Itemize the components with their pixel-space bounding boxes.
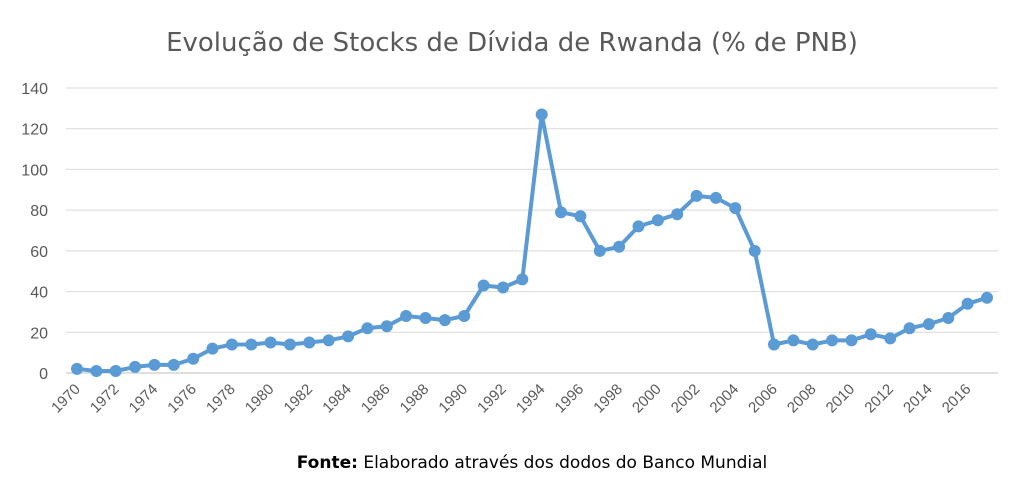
data-point	[264, 336, 277, 349]
x-tick-label: 2006	[745, 381, 781, 417]
y-tick-label: 0	[39, 366, 48, 383]
data-point	[245, 338, 258, 351]
data-point	[884, 332, 897, 345]
data-point	[961, 297, 974, 310]
x-tick-label: 2008	[784, 381, 820, 417]
data-point	[187, 352, 200, 365]
data-point	[225, 338, 238, 351]
data-point	[206, 342, 219, 355]
data-point	[71, 362, 83, 375]
data-point	[303, 336, 316, 349]
y-tick-label: 60	[30, 244, 48, 261]
x-tick-label: 1974	[126, 381, 162, 417]
x-tick-label: 2016	[939, 381, 975, 417]
x-tick-label: 1996	[552, 381, 588, 417]
x-tick-label: 2014	[900, 381, 936, 417]
data-point	[167, 358, 180, 371]
x-tick-label: 1970	[48, 381, 84, 417]
data-point	[651, 214, 664, 227]
data-point	[458, 310, 471, 322]
data-point	[632, 220, 645, 233]
data-point	[90, 365, 103, 377]
data-point	[438, 314, 451, 327]
source-label: Fonte:	[297, 453, 358, 473]
y-axis-ticks: 0 20 40 60 80 100 120 140	[21, 81, 48, 383]
x-tick-label: 1994	[513, 381, 549, 417]
data-point	[903, 322, 916, 335]
data-point	[284, 338, 296, 351]
source-note: Fonte: Elaborado através dos dodos do Ba…	[297, 453, 768, 473]
data-point	[709, 191, 722, 204]
data-point	[768, 338, 780, 351]
x-tick-label: 2000	[629, 381, 665, 417]
data-series	[71, 108, 993, 377]
data-point	[922, 318, 935, 331]
y-tick-label: 80	[30, 203, 48, 220]
data-point	[516, 273, 529, 286]
x-tick-label: 2004	[707, 381, 743, 417]
y-tick-label: 20	[30, 325, 48, 342]
data-point	[380, 320, 393, 333]
data-point	[555, 206, 567, 219]
data-point	[419, 312, 432, 324]
y-tick-label: 40	[30, 285, 48, 302]
gridlines	[66, 87, 998, 374]
data-point	[806, 338, 819, 351]
data-point	[322, 334, 335, 347]
x-tick-label: 1986	[358, 381, 394, 417]
data-point	[864, 328, 877, 341]
y-tick-label: 140	[21, 81, 48, 98]
source-text: Elaborado através dos dodos do Banco Mun…	[358, 453, 767, 473]
data-point	[671, 208, 684, 221]
x-tick-label: 1978	[203, 381, 239, 417]
data-point	[129, 360, 142, 373]
x-tick-label: 1982	[281, 381, 317, 417]
x-tick-label: 1980	[242, 381, 278, 417]
x-tick-label: 1992	[474, 381, 510, 417]
data-point	[361, 322, 374, 335]
data-point	[845, 334, 858, 347]
x-axis-ticks: 1970 1972 1974 1976 1978 1980 1982 1984 1986 1988…	[48, 381, 974, 417]
y-tick-label: 100	[21, 162, 48, 179]
data-point	[342, 330, 355, 343]
data-point	[148, 358, 161, 371]
x-tick-label: 2010	[823, 381, 859, 417]
x-tick-label: 2012	[861, 381, 897, 417]
data-point	[109, 365, 122, 377]
data-point	[535, 108, 548, 121]
data-point	[826, 334, 839, 347]
data-point	[981, 291, 993, 304]
x-tick-label: 1998	[590, 381, 626, 417]
x-tick-label: 1984	[319, 381, 355, 417]
x-tick-label: 1988	[397, 381, 433, 417]
data-point	[748, 244, 761, 257]
x-tick-label: 1976	[164, 381, 200, 417]
data-point	[942, 312, 955, 324]
data-point	[787, 334, 800, 347]
y-tick-label: 120	[21, 122, 48, 139]
data-point	[690, 189, 703, 202]
data-point	[497, 281, 509, 294]
x-tick-label: 1972	[87, 381, 123, 417]
chart-title: Evolução de Stocks de Dívida de Rwanda (…	[166, 28, 858, 58]
data-point	[574, 210, 587, 223]
x-tick-label: 2002	[668, 381, 704, 417]
data-point	[729, 202, 742, 215]
data-point	[477, 279, 490, 292]
data-point	[593, 244, 606, 257]
x-tick-label: 1990	[435, 381, 471, 417]
data-point	[613, 240, 626, 253]
data-point	[400, 310, 413, 322]
